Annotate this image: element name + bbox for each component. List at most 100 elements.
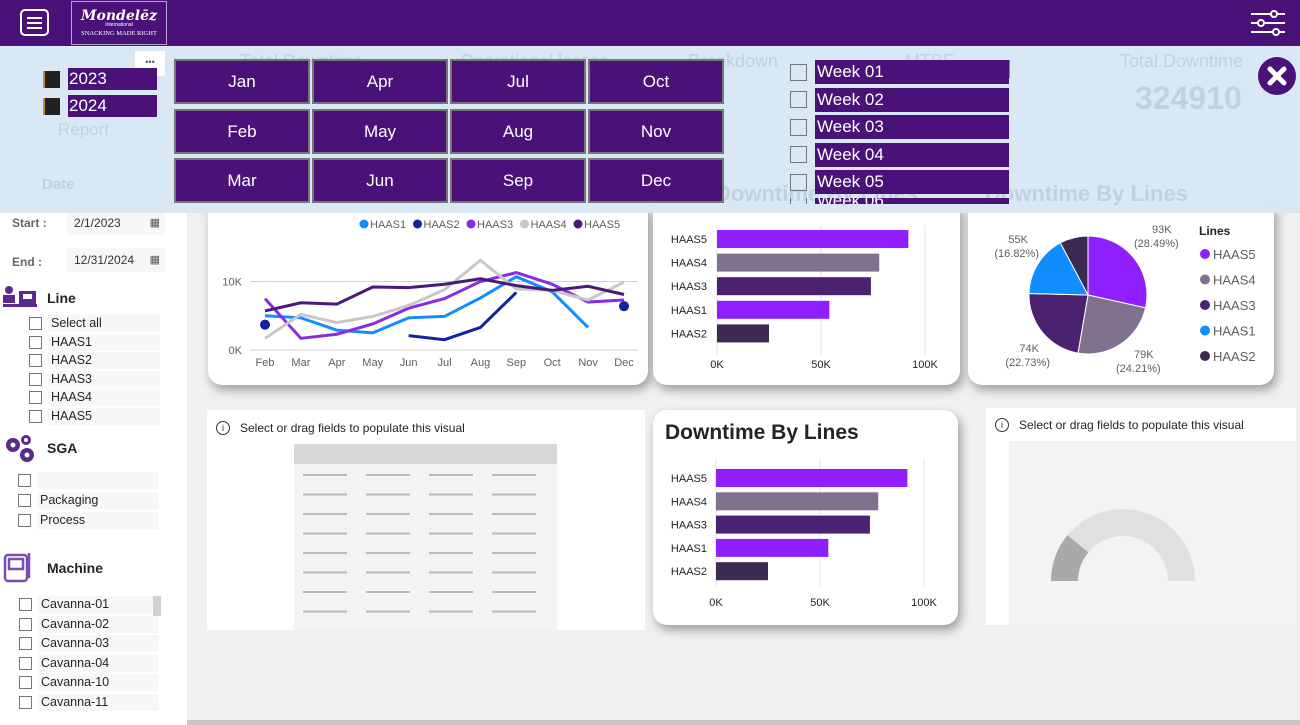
pie-slice-HAAS2[interactable] (1059, 235, 1089, 296)
start-date-input[interactable]: 2/1/2023 ▦ (66, 211, 165, 235)
line-list-item[interactable]: Select all (29, 315, 160, 332)
machine-list-item[interactable]: Cavanna-02 (19, 615, 159, 633)
week-label: Week 03 (815, 115, 1009, 139)
gauge-track (1051, 509, 1195, 581)
checkbox[interactable] (29, 372, 42, 386)
week-option[interactable]: Week 01 (790, 60, 1009, 84)
sga-list-item[interactable] (18, 472, 159, 489)
week-label: Week 04 (815, 142, 1009, 167)
checkbox[interactable] (790, 91, 807, 108)
bar-HAAS3[interactable] (717, 277, 871, 296)
checkbox[interactable] (43, 70, 60, 88)
pie-slice-HAAS3[interactable] (1028, 293, 1089, 354)
machine-list-scrollbar[interactable] (153, 596, 161, 616)
y-tick-label: 0K (229, 345, 243, 357)
bar-HAAS1[interactable] (717, 300, 830, 319)
x-tick-label: 0K (709, 597, 723, 609)
x-tick-label: Apr (328, 357, 345, 369)
checkbox[interactable] (790, 63, 807, 81)
sga-list-item[interactable]: Process (18, 512, 159, 529)
checkbox[interactable] (29, 354, 42, 367)
bar-HAAS5[interactable] (717, 230, 909, 248)
line-item-label: HAAS1 (48, 333, 160, 351)
line-list-item[interactable]: HAAS1 (29, 333, 160, 351)
pie-slice-HAAS1[interactable] (1028, 242, 1089, 296)
checkbox[interactable] (19, 598, 32, 611)
data-label-pct: (28.49%) (1134, 238, 1179, 250)
checkbox[interactable] (29, 335, 42, 349)
start-date-value: 2/1/2023 (74, 216, 121, 230)
week-option[interactable]: Week 04 (790, 142, 1009, 167)
checkbox[interactable] (19, 676, 32, 689)
checkbox[interactable] (790, 118, 807, 136)
machine-list-item[interactable]: Cavanna-01 (19, 596, 159, 613)
mondelez-logo: Mondelēz International SNACKING MADE RIG… (71, 1, 167, 45)
bar-HAAS2[interactable] (716, 562, 768, 581)
year-option[interactable]: 2023 (43, 68, 157, 90)
checkbox[interactable] (790, 173, 807, 191)
close-circle-icon[interactable] (1258, 57, 1296, 95)
month-button-feb[interactable]: Feb (174, 108, 310, 154)
month-button-jul[interactable]: Jul (450, 59, 586, 104)
checkbox[interactable] (18, 514, 31, 527)
week-option[interactable]: Week 06 (790, 197, 1009, 204)
bg-chart-title: Downtime By Lines (985, 181, 1188, 206)
month-button-nov[interactable]: Nov (588, 108, 724, 154)
y-tick-label: HAAS1 (671, 543, 707, 555)
bar-HAAS2[interactable] (717, 324, 769, 343)
month-button-jan[interactable]: Jan (174, 59, 310, 104)
bar-HAAS1[interactable] (716, 538, 829, 557)
checkbox[interactable] (19, 637, 32, 650)
machine-list-item[interactable]: Cavanna-11 (19, 693, 159, 711)
year-option[interactable]: 2024 (43, 95, 157, 117)
calendar-icon[interactable]: ▦ (149, 217, 160, 229)
legend-marker (1200, 249, 1210, 259)
week-option[interactable]: Week 05 (790, 170, 1009, 194)
line-list-item[interactable]: HAAS3 (29, 370, 160, 388)
checkbox[interactable] (18, 474, 31, 487)
week-option[interactable]: Week 02 (790, 87, 1009, 112)
month-button-aug[interactable]: Aug (450, 108, 586, 154)
calendar-icon[interactable]: ▦ (149, 254, 160, 266)
checkbox[interactable] (19, 617, 32, 631)
line-list-item[interactable]: HAAS4 (29, 389, 160, 406)
checkbox[interactable] (790, 197, 807, 204)
pie-slice-HAAS4[interactable] (1077, 294, 1147, 355)
line-section-title: Line (47, 290, 76, 306)
bar-HAAS4[interactable] (716, 492, 879, 511)
line-list-item[interactable]: HAAS2 (29, 352, 160, 369)
checkbox[interactable] (29, 409, 42, 423)
month-button-sep[interactable]: Sep (450, 158, 586, 203)
legend-label: HAAS4 (1213, 273, 1256, 288)
month-button-may[interactable]: May (312, 108, 448, 154)
machine-list-item[interactable]: Cavanna-10 (19, 674, 159, 691)
checkbox[interactable] (19, 656, 32, 670)
checkbox[interactable] (18, 494, 31, 507)
week-option[interactable]: Week 03 (790, 115, 1009, 139)
x-tick-label: Feb (256, 357, 275, 369)
month-button-jun[interactable]: Jun (312, 158, 448, 203)
machine-list-item[interactable]: Cavanna-04 (19, 654, 159, 672)
checkbox[interactable] (790, 146, 807, 163)
year-label: 2023 (68, 68, 157, 90)
machine-list-item[interactable]: Cavanna-03 (19, 635, 159, 652)
bg-kpi-value: 324910 (1135, 80, 1242, 116)
end-date-input[interactable]: 12/31/2024 ▦ (66, 248, 165, 272)
month-button-apr[interactable]: Apr (312, 59, 448, 104)
sga-list-item[interactable]: Packaging (18, 492, 159, 509)
line-list-item[interactable]: HAAS5 (29, 407, 160, 425)
checkbox[interactable] (29, 317, 42, 330)
legend-marker (1200, 274, 1210, 285)
bar-HAAS4[interactable] (717, 253, 880, 272)
checkbox[interactable] (19, 695, 32, 709)
checkbox[interactable] (43, 97, 60, 115)
checkbox[interactable] (29, 391, 42, 404)
hamburger-icon[interactable] (20, 9, 49, 36)
pie-slice-HAAS5[interactable] (1087, 235, 1148, 309)
sliders-icon[interactable] (1250, 9, 1286, 37)
month-button-dec[interactable]: Dec (588, 158, 724, 203)
month-button-oct[interactable]: Oct (588, 59, 724, 104)
month-button-mar[interactable]: Mar (174, 158, 310, 203)
bar-HAAS3[interactable] (716, 515, 870, 534)
bar-HAAS5[interactable] (716, 469, 908, 487)
